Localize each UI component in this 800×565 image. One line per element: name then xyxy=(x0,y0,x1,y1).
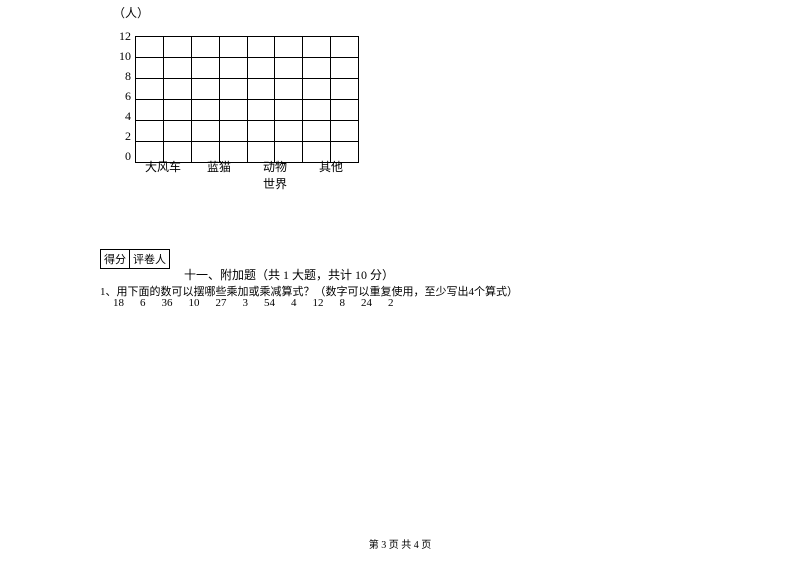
number-item: 54 xyxy=(264,297,275,309)
section-title: 十一、附加题（共 1 大题，共计 10 分） xyxy=(184,266,394,283)
x-tick-label: 大风车 xyxy=(139,158,187,175)
y-tick-label: 6 xyxy=(113,89,131,104)
page-footer: 第 3 页 共 4 页 xyxy=(0,536,800,551)
y-tick-label: 0 xyxy=(113,149,131,164)
y-tick-label: 12 xyxy=(113,29,131,44)
bar-chart: （人） 024681012 大风车蓝猫动物世界其他 xyxy=(113,36,373,216)
x-tick-label: 其他 xyxy=(307,158,355,175)
number-item: 10 xyxy=(189,297,200,309)
y-tick-label: 8 xyxy=(113,69,131,84)
y-tick-label: 2 xyxy=(113,129,131,144)
number-list: 18 6 36 10 27 3 54 4 12 8 24 2 xyxy=(113,297,410,309)
number-item: 3 xyxy=(243,297,249,309)
number-item: 8 xyxy=(340,297,346,309)
score-grader-box: 得分 评卷人 xyxy=(100,249,170,269)
number-item: 36 xyxy=(162,297,173,309)
number-item: 27 xyxy=(216,297,227,309)
number-item: 6 xyxy=(140,297,146,309)
x-tick-label: 动物世界 xyxy=(251,158,299,192)
number-item: 12 xyxy=(313,297,324,309)
score-label: 得分 xyxy=(101,250,130,269)
y-tick-label: 10 xyxy=(113,49,131,64)
chart-grid xyxy=(135,36,359,163)
y-axis-unit: （人） xyxy=(113,4,149,21)
number-item: 2 xyxy=(388,297,394,309)
grader-label: 评卷人 xyxy=(130,250,170,269)
number-item: 4 xyxy=(291,297,297,309)
number-item: 24 xyxy=(361,297,372,309)
number-item: 18 xyxy=(113,297,124,309)
x-tick-label: 蓝猫 xyxy=(195,158,243,175)
y-tick-label: 4 xyxy=(113,109,131,124)
